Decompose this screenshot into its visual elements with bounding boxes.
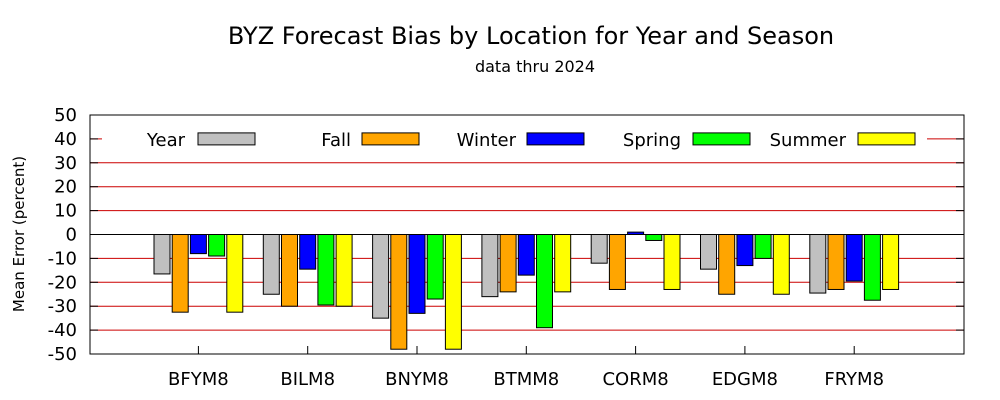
y-tick-label: -50 (48, 344, 77, 365)
x-tick-label: CORM8 (602, 369, 668, 390)
legend-swatch-fall (361, 132, 420, 146)
x-tick-label: BTMM8 (493, 369, 559, 390)
bar-winter-edgm8 (736, 234, 754, 267)
bar-year-bfym8 (153, 234, 171, 275)
bar-fall-bilm8 (281, 234, 298, 307)
x-tick-label: FRYM8 (824, 369, 884, 390)
bar-winter-bnym8 (408, 234, 426, 314)
bar-fall-btmm8 (499, 234, 517, 293)
bar-year-edgm8 (700, 234, 717, 270)
bar-winter-frym8 (845, 234, 863, 282)
y-tick-label: 10 (54, 201, 77, 222)
y-tick-label: 50 (54, 105, 77, 126)
x-tick-labels: BFYM8 BILM8 BNYM8 BTMM8 CORM8 EDGM8 FRYM8 (168, 346, 884, 390)
bar-fall-corm8 (608, 234, 626, 290)
bar-spring-bfym8 (208, 234, 226, 257)
legend-label-spring: Spring (623, 130, 681, 151)
bar-year-bilm8 (262, 234, 280, 295)
bar-summer-bfym8 (226, 234, 244, 313)
chart-subtitle: data thru 2024 (475, 57, 595, 76)
chart-title: BYZ Forecast Bias by Location for Year a… (228, 22, 834, 50)
bar-spring-bilm8 (317, 234, 335, 306)
bar-spring-edgm8 (754, 234, 772, 259)
bar-year-bnym8 (372, 234, 390, 319)
legend-swatch-winter (526, 132, 585, 146)
y-tick-label: -20 (48, 272, 77, 293)
legend: Year Fall Winter Spring Summer (146, 130, 916, 151)
x-tick-label: BFYM8 (168, 369, 229, 390)
bar-year-btmm8 (481, 234, 499, 298)
bar-summer-corm8 (663, 234, 681, 290)
y-tick-label: 40 (54, 129, 77, 150)
bar-summer-bilm8 (335, 234, 353, 307)
y-tick-label: 30 (54, 153, 77, 174)
bar-summer-btmm8 (554, 234, 572, 293)
x-tick-label: EDGM8 (712, 369, 778, 390)
bar-fall-frym8 (827, 234, 845, 290)
x-tick-label: BNYM8 (385, 369, 449, 390)
bar-summer-frym8 (882, 234, 900, 290)
bar-winter-corm8 (627, 231, 645, 236)
y-tick-label: -40 (48, 320, 77, 341)
bar-spring-corm8 (645, 234, 663, 241)
bar-spring-bnym8 (426, 234, 444, 300)
bar-group (153, 231, 900, 350)
bar-fall-bnym8 (390, 234, 408, 350)
legend-label-year: Year (146, 130, 186, 151)
bar-year-frym8 (809, 234, 827, 294)
y-tick-label: -30 (48, 296, 77, 317)
bar-summer-bnym8 (444, 234, 462, 350)
y-tick-label: -10 (48, 248, 77, 269)
bar-winter-btmm8 (517, 234, 535, 276)
bar-spring-frym8 (863, 234, 881, 301)
bar-winter-bfym8 (189, 234, 207, 255)
legend-swatch-year (197, 132, 256, 146)
y-tick-label: 0 (66, 225, 77, 246)
plot-frame (89, 114, 965, 355)
bar-winter-bilm8 (299, 234, 317, 270)
y-axis-label: Mean Error (percent) (10, 156, 28, 312)
legend-swatch-summer (857, 132, 916, 146)
y-tick-label: 20 (54, 177, 77, 198)
bar-summer-edgm8 (772, 234, 790, 295)
bar-year-corm8 (590, 234, 608, 264)
bar-fall-edgm8 (718, 234, 736, 295)
legend-swatch-spring (692, 132, 751, 146)
legend-label-summer: Summer (770, 130, 847, 151)
bar-spring-btmm8 (536, 234, 553, 329)
y-tick-labels: 50 40 30 20 10 0-10 -20 -30 -40 -50 (48, 105, 964, 365)
legend-label-winter: Winter (457, 130, 517, 151)
bar-fall-bfym8 (171, 234, 189, 313)
x-tick-label: BILM8 (280, 369, 335, 390)
legend-label-fall: Fall (321, 130, 351, 151)
